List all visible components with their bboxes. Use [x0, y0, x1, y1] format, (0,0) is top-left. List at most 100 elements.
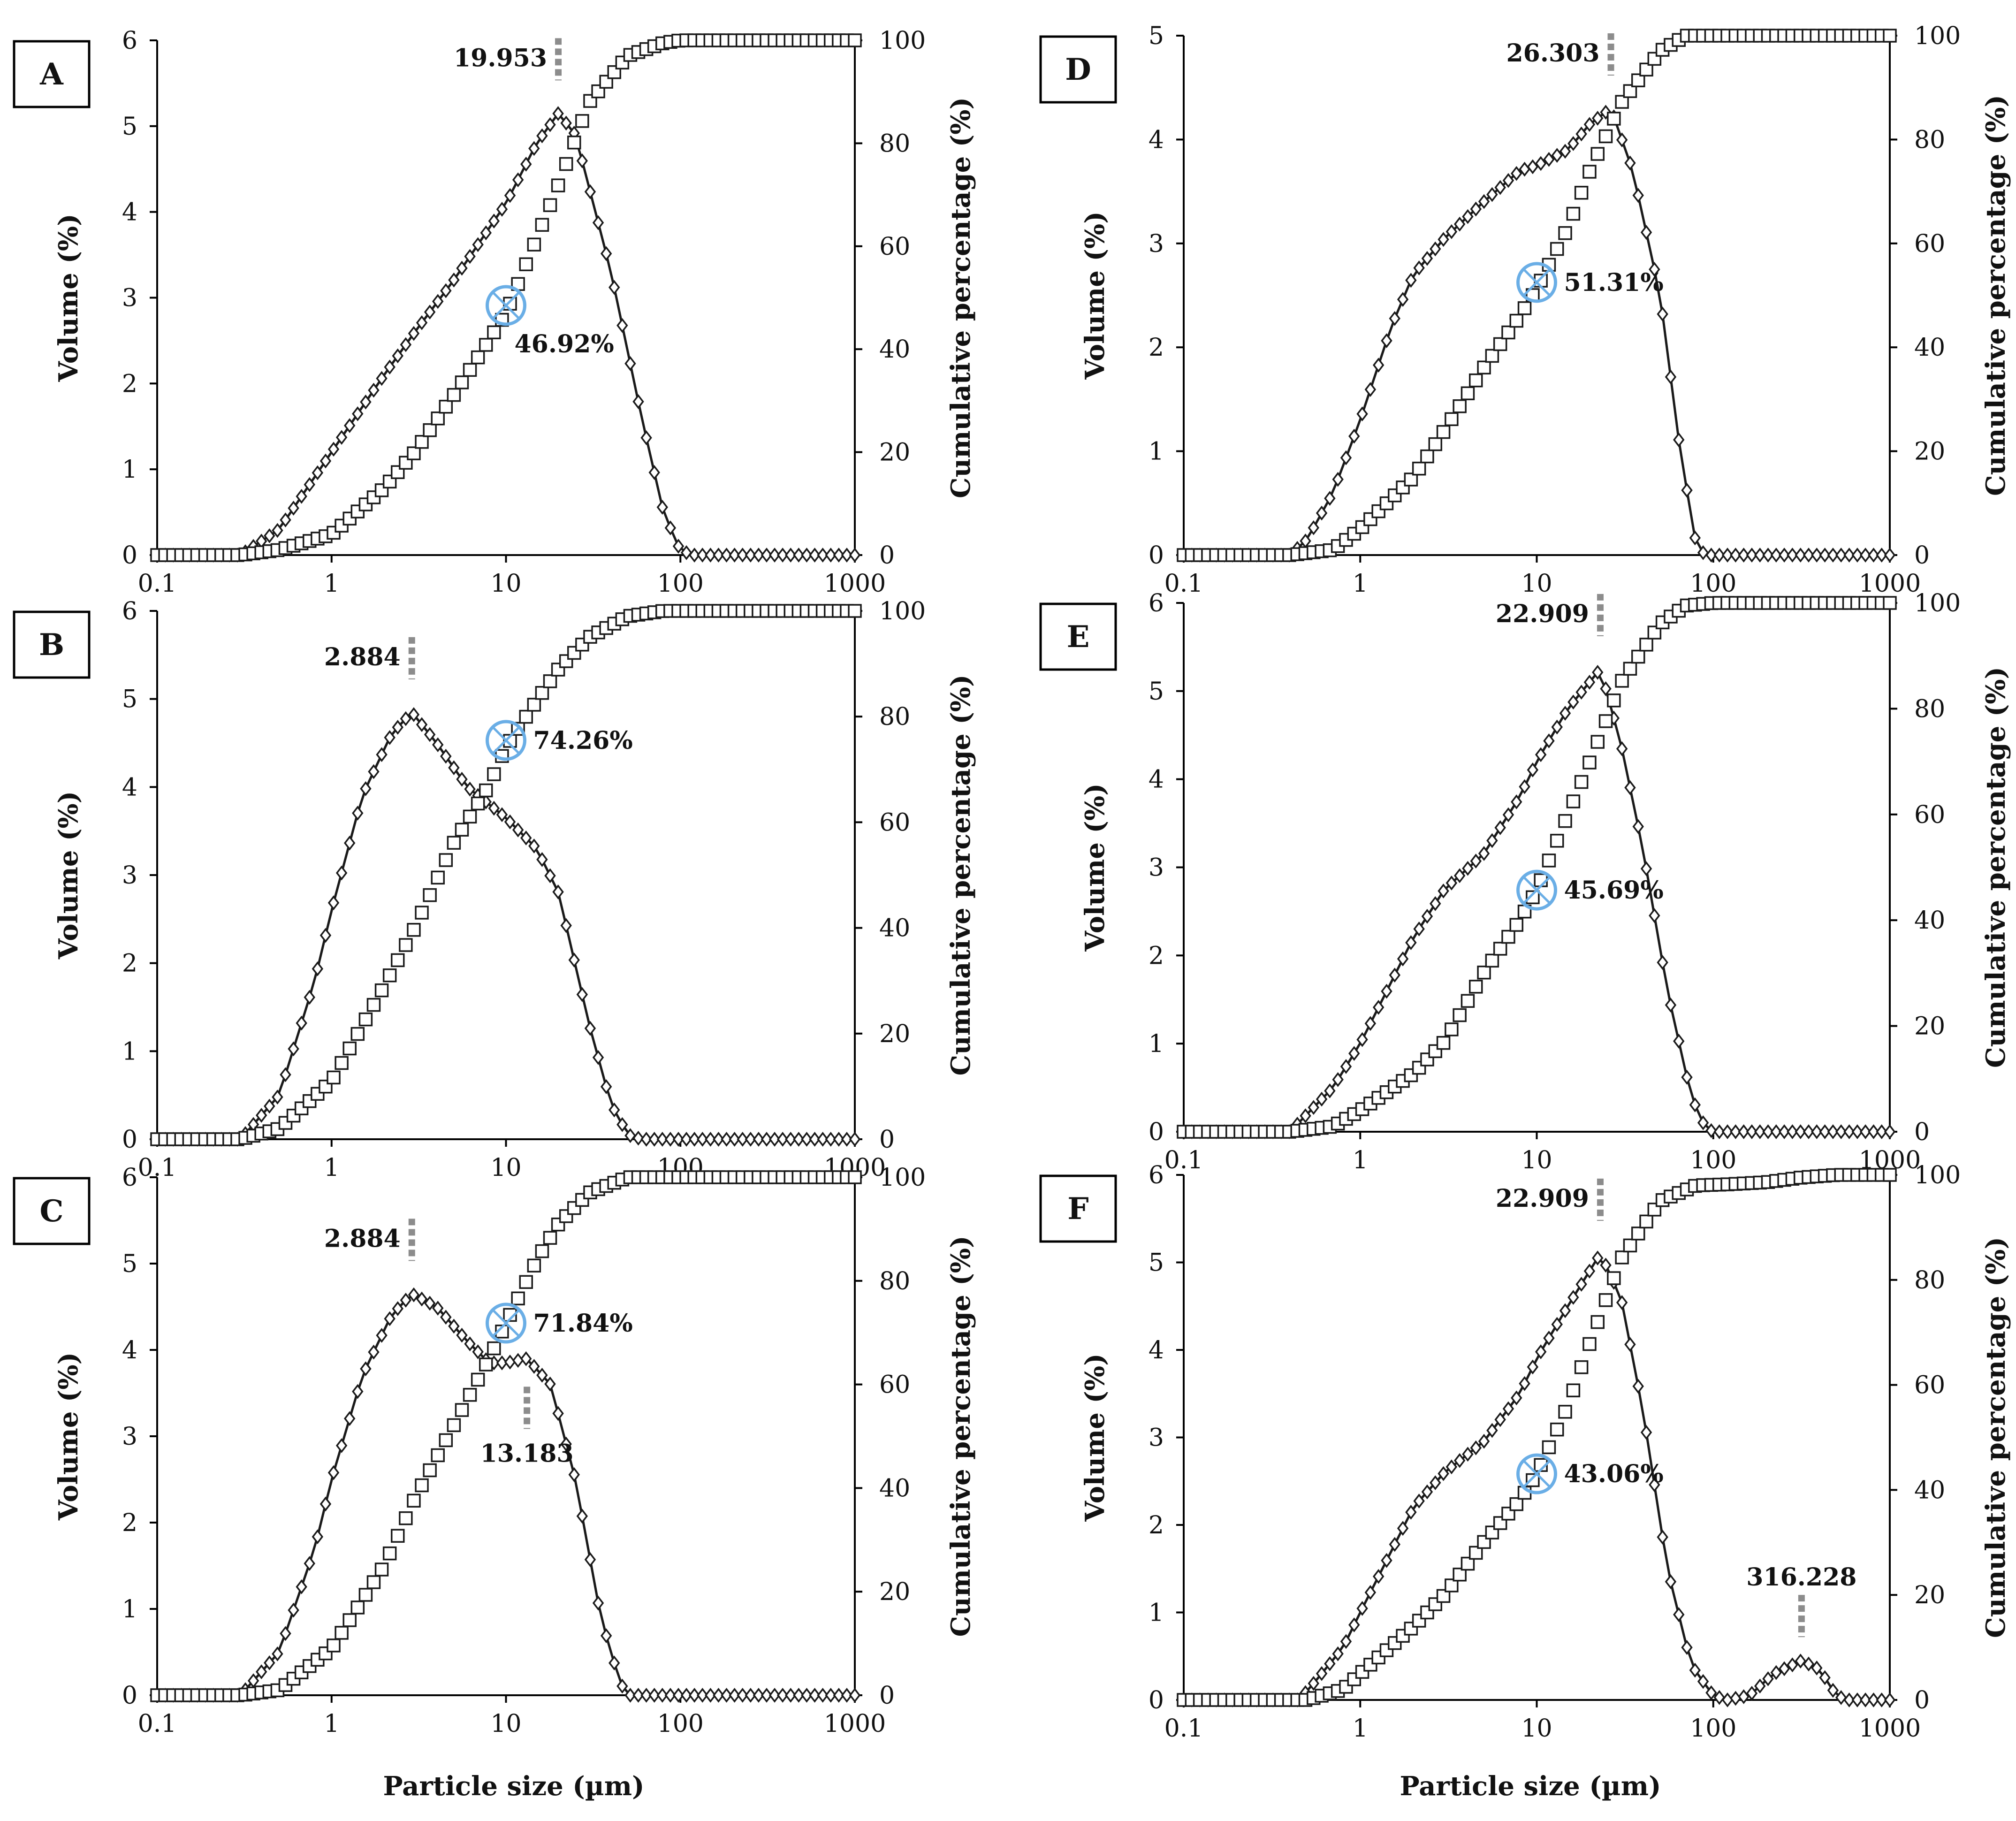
volume-point	[512, 172, 524, 188]
cumulative-point	[374, 983, 389, 998]
volume-point	[640, 1688, 652, 1703]
y2-tick-label: 20	[1914, 1581, 1945, 1609]
cumulative-point	[342, 1041, 357, 1056]
volume-point	[1843, 548, 1855, 563]
cumulative-point	[1485, 953, 1499, 968]
volume-point	[616, 1678, 628, 1694]
cumulative-point	[1517, 301, 1532, 315]
highlight-circle	[486, 285, 526, 326]
volume-point	[1657, 955, 1668, 970]
panel-letter-box	[13, 1177, 91, 1245]
volume-point	[1616, 1295, 1628, 1310]
cumulative-point	[1883, 29, 1897, 43]
volume-point	[656, 500, 668, 515]
volume-point	[360, 394, 372, 410]
volume-point	[1868, 1124, 1879, 1139]
volume-point	[1300, 1108, 1311, 1123]
volume-point	[448, 760, 460, 776]
volume-point	[408, 1287, 420, 1303]
y-tick-label: 3	[122, 861, 137, 890]
cumulative-point	[1493, 942, 1507, 956]
cumulative-point	[1477, 360, 1491, 375]
volume-point	[1689, 530, 1701, 546]
volume-point	[304, 990, 315, 1005]
y2-axis-title: Cumulative percentage (%)	[945, 97, 976, 498]
volume-point	[1502, 1401, 1514, 1417]
cumulative-point	[382, 1546, 397, 1561]
cumulative-point	[1461, 386, 1475, 400]
volume-point	[680, 545, 692, 560]
panel-d: 0 1 2 3 4 5 0 20 40 60 80 100 0.1 1 10 100 1000 Volume (%…	[1039, 22, 2011, 598]
y-tick-label: 6	[1149, 589, 1164, 617]
volume-point	[825, 548, 837, 563]
volume-point	[432, 294, 444, 309]
volume-point	[1575, 1277, 1587, 1292]
y2-tick-label: 0	[879, 1126, 895, 1154]
volume-point	[1868, 1692, 1879, 1707]
volume-point	[1575, 685, 1587, 700]
cumulative-point	[1607, 693, 1621, 708]
x-tick-label: 10	[490, 1710, 521, 1738]
volume-point	[833, 1132, 845, 1147]
panel-letter-box	[1039, 35, 1117, 104]
peak-label: 2.884	[324, 643, 401, 671]
volume-point	[360, 781, 372, 796]
volume-point	[809, 1688, 821, 1703]
volume-point	[576, 987, 588, 1002]
highlight-label: 46.92%	[515, 330, 614, 358]
volume-point	[1462, 861, 1474, 876]
volume-point	[729, 1132, 740, 1147]
volume-point	[768, 1688, 781, 1703]
volume-point	[825, 1132, 837, 1147]
volume-point	[713, 548, 724, 563]
y-tick-label: 5	[1149, 678, 1164, 706]
volume-point	[1632, 1379, 1644, 1394]
volume-point	[609, 280, 620, 295]
highlight-label: 45.69%	[1564, 876, 1664, 905]
volume-point	[761, 548, 773, 563]
volume-point	[1819, 548, 1831, 563]
volume-point	[697, 548, 708, 563]
cumulative-point	[455, 1403, 469, 1417]
y-tick-label: 6	[1149, 1161, 1164, 1189]
volume-point	[1632, 819, 1644, 834]
cumulative-point	[543, 1231, 557, 1245]
volume-point	[368, 382, 380, 398]
x-tick-label: 0.1	[138, 1710, 177, 1738]
x-tick-label: 100	[1690, 1146, 1736, 1174]
volume-point	[1308, 1100, 1319, 1115]
y2-tick-label: 0	[879, 541, 895, 570]
y-tick-label: 0	[1149, 1686, 1164, 1714]
volume-point	[384, 1311, 396, 1326]
volume-point	[1730, 548, 1742, 563]
volume-point	[343, 418, 356, 433]
volume-point	[713, 1688, 724, 1703]
volume-point	[264, 1655, 275, 1670]
y2-tick-label: 80	[879, 1267, 910, 1295]
volume-point	[1795, 1653, 1806, 1669]
volume-point	[1803, 548, 1815, 563]
volume-point	[1397, 292, 1409, 307]
volume-point	[1519, 779, 1530, 794]
panel-letter-box	[13, 40, 91, 108]
cumulative-point	[1371, 504, 1385, 518]
volume-point	[1575, 126, 1587, 142]
volume-point	[496, 202, 508, 217]
volume-point	[504, 814, 516, 830]
volume-point	[432, 1301, 444, 1316]
volume-point	[552, 1406, 564, 1421]
y-axis-title: Volume (%)	[1080, 783, 1111, 952]
volume-point	[416, 315, 428, 330]
panel-letter-box	[1039, 602, 1117, 671]
volume-point	[1430, 1475, 1441, 1490]
volume-point	[1730, 1691, 1742, 1706]
cumulative-point	[1453, 399, 1467, 413]
volume-point	[1640, 225, 1652, 240]
volume-point	[1462, 1447, 1474, 1462]
volume-point	[296, 1579, 307, 1594]
volume-point	[680, 1132, 692, 1147]
volume-point	[1673, 432, 1685, 448]
peak-label: 19.953	[454, 44, 547, 72]
y-tick-label: 1	[122, 1595, 137, 1623]
